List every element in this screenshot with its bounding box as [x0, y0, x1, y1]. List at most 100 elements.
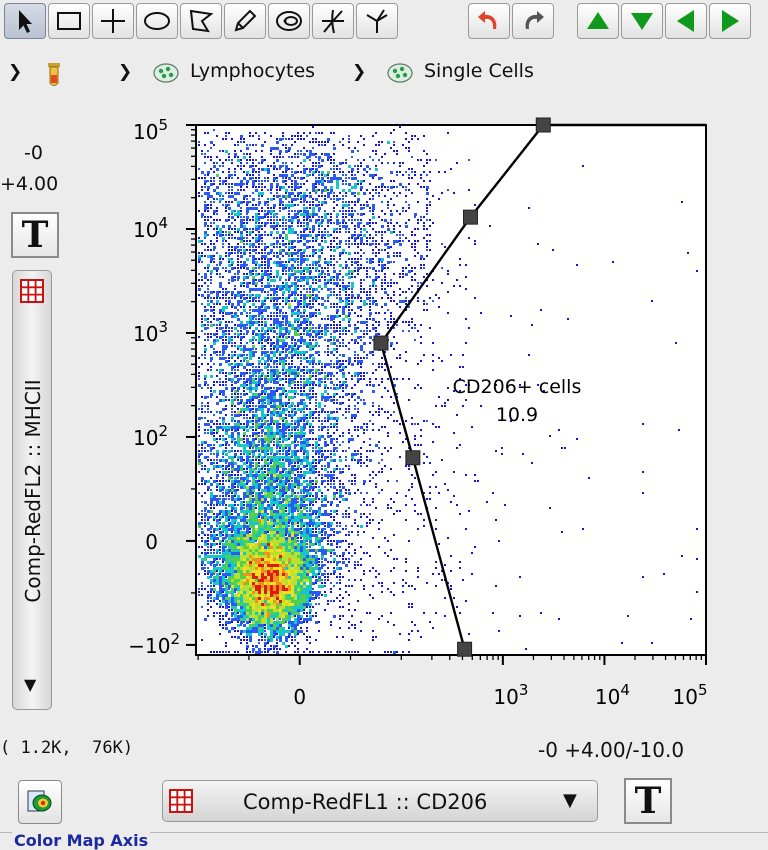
y-transform-button[interactable]: T: [11, 212, 59, 258]
breadcrumb-item-single-cells[interactable]: Single Cells: [424, 60, 534, 82]
event-dot: [309, 579, 312, 582]
event-dot: [369, 504, 371, 506]
event-dot: [369, 174, 372, 177]
ellipse-gate-button[interactable]: [136, 3, 178, 39]
event-dot: [201, 150, 203, 152]
event-dot: [282, 321, 284, 323]
event-dot: [261, 342, 263, 344]
event-dot: [312, 486, 315, 489]
event-dot: [246, 573, 249, 576]
event-dot: [285, 582, 288, 585]
quadrant-gate-button[interactable]: [92, 3, 134, 39]
event-dot: [222, 327, 224, 329]
event-dot: [321, 552, 324, 555]
event-dot: [237, 432, 240, 435]
event-dot: [258, 600, 261, 603]
event-dot: [252, 447, 254, 449]
event-dot: [246, 528, 249, 531]
event-dot: [312, 465, 315, 468]
event-dot: [207, 576, 210, 579]
event-dot: [360, 426, 363, 429]
spider-gate-button[interactable]: [312, 3, 354, 39]
event-dot: [297, 510, 299, 512]
event-dot: [249, 165, 252, 168]
event-dot: [285, 357, 287, 359]
event-dot: [327, 288, 330, 291]
event-dot: [279, 168, 281, 170]
event-dot: [270, 522, 273, 525]
event-dot: [231, 393, 233, 395]
event-dot: [315, 372, 317, 374]
event-dot: [252, 579, 255, 582]
pencil-gate-button[interactable]: [224, 3, 266, 39]
move-right-button[interactable]: [709, 3, 751, 39]
event-dot: [264, 450, 267, 453]
event-dot: [294, 252, 297, 255]
event-dot: [219, 531, 222, 534]
event-dot: [333, 399, 335, 401]
event-dot: [267, 315, 269, 317]
event-dot: [297, 474, 300, 477]
event-dot: [300, 468, 302, 470]
event-dot: [279, 405, 282, 408]
y-parameter-selector[interactable]: Comp-RedFL2 :: MHCII ▼: [12, 270, 52, 710]
event-dot: [273, 495, 276, 498]
event-dot: [246, 222, 248, 224]
event-dot: [219, 336, 222, 339]
event-dot: [258, 222, 260, 224]
event-dot: [225, 324, 228, 327]
event-dot: [210, 276, 212, 278]
event-dot: [342, 198, 344, 200]
breadcrumb-item-lymphocytes[interactable]: Lymphocytes: [190, 60, 316, 82]
move-up-button[interactable]: [577, 3, 619, 39]
event-dot: [255, 396, 258, 399]
event-dot: [204, 567, 206, 569]
event-dot: [327, 156, 330, 159]
event-dot: [354, 237, 357, 240]
sample-tube-icon[interactable]: [44, 62, 64, 88]
event-dot: [249, 228, 251, 230]
event-dot: [351, 177, 354, 180]
event-dot: [297, 327, 300, 330]
event-dot: [357, 372, 360, 375]
event-dot: [327, 279, 330, 282]
polygon-gate-button[interactable]: [180, 3, 222, 39]
event-dot: [282, 480, 285, 483]
event-dot: [297, 195, 299, 197]
event-dot: [222, 528, 225, 531]
move-left-button[interactable]: [665, 3, 707, 39]
event-dot: [324, 174, 327, 177]
event-dot: [291, 456, 293, 458]
event-dot: [228, 192, 230, 194]
rectangle-gate-button[interactable]: [48, 3, 90, 39]
event-dot: [315, 288, 318, 291]
undo-button[interactable]: [468, 3, 510, 39]
event-dot: [300, 399, 303, 402]
event-dot: [288, 474, 291, 477]
event-dot: [369, 312, 372, 315]
event-dot: [300, 543, 303, 546]
event-dot: [279, 174, 282, 177]
event-dot: [303, 531, 306, 534]
move-down-button[interactable]: [621, 3, 663, 39]
select-tool-button[interactable]: [4, 3, 46, 39]
event-dot: [297, 156, 299, 158]
event-dot: [264, 570, 267, 573]
event-dot: [318, 144, 320, 146]
event-dot: [204, 357, 206, 359]
event-dot: [312, 366, 314, 368]
event-dot: [222, 426, 225, 429]
event-dot: [420, 219, 422, 221]
redo-button[interactable]: [512, 3, 554, 39]
auto-gate-button[interactable]: [268, 3, 310, 39]
event-dot: [222, 531, 224, 533]
event-dot: [216, 465, 219, 468]
event-dot: [225, 303, 227, 305]
event-dot: [231, 546, 234, 549]
event-dot: [303, 480, 306, 483]
event-dot: [426, 240, 428, 242]
event-dot: [222, 585, 224, 587]
event-dot: [258, 372, 260, 374]
tri-gate-button[interactable]: [356, 3, 398, 39]
